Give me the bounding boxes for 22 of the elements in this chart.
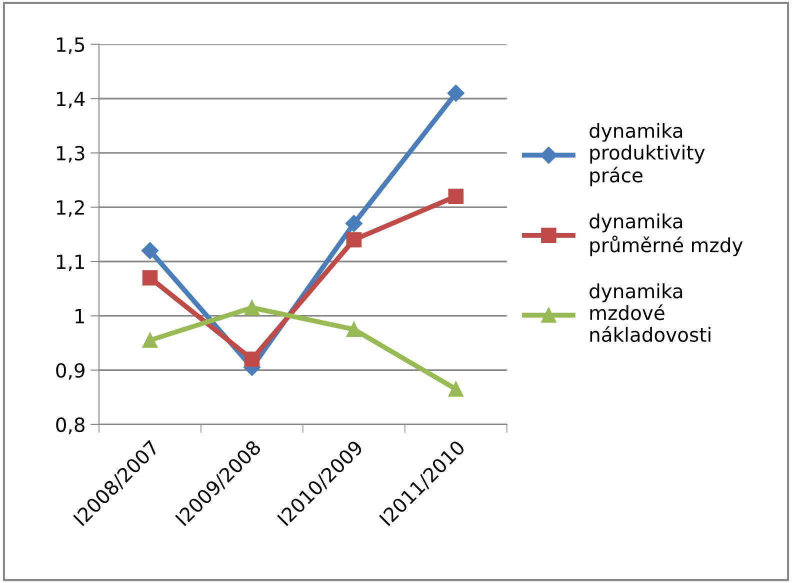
legend-label: dynamika průměrné mzdy [590, 214, 743, 256]
point [244, 300, 260, 316]
point [448, 188, 464, 204]
point [142, 270, 158, 286]
y-tick-label: 1 [76, 309, 84, 324]
point [142, 332, 158, 348]
y-tick-label: 0,8 [56, 417, 84, 434]
point [448, 381, 464, 397]
point [346, 322, 362, 338]
point [244, 352, 260, 367]
point [447, 84, 464, 102]
point [345, 214, 362, 232]
y-tick-label: 0,9 [56, 363, 84, 380]
point [141, 242, 159, 260]
y-tick-label: 1,2 [57, 200, 84, 217]
y-tick-label: 1,5 [57, 38, 84, 54]
y-tick-label: 1,3 [57, 146, 84, 163]
point [346, 232, 362, 248]
legend-label: dynamika mzdové nákladovosti [590, 283, 710, 342]
y-tick-label: 1,4 [57, 92, 85, 108]
legend-label: dynamika produktivity práce [590, 122, 705, 186]
y-tick-label: 1,1 [57, 254, 84, 272]
